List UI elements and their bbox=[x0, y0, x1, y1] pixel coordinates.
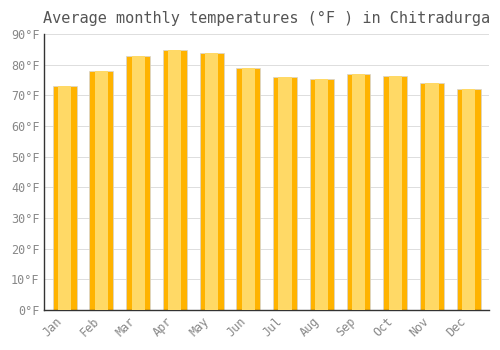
Bar bbox=[426, 83, 438, 310]
Bar bbox=[278, 77, 291, 310]
Bar bbox=[58, 86, 71, 310]
Bar bbox=[273, 77, 297, 310]
Title: Average monthly temperatures (°F ) in Chitradurga: Average monthly temperatures (°F ) in Ch… bbox=[43, 11, 490, 26]
Bar bbox=[352, 74, 365, 310]
Bar bbox=[236, 68, 260, 310]
Bar bbox=[388, 76, 402, 310]
Bar bbox=[95, 71, 108, 310]
Bar bbox=[346, 74, 370, 310]
Bar bbox=[384, 76, 407, 310]
Bar bbox=[168, 50, 181, 310]
Bar bbox=[315, 79, 328, 310]
Bar bbox=[126, 56, 150, 310]
Bar bbox=[310, 79, 334, 310]
Bar bbox=[242, 68, 255, 310]
Bar bbox=[457, 89, 480, 310]
Bar bbox=[163, 50, 187, 310]
Bar bbox=[200, 52, 224, 310]
Bar bbox=[205, 52, 218, 310]
Bar bbox=[462, 89, 475, 310]
Bar bbox=[132, 56, 144, 310]
Bar bbox=[52, 86, 76, 310]
Bar bbox=[420, 83, 444, 310]
Bar bbox=[90, 71, 114, 310]
